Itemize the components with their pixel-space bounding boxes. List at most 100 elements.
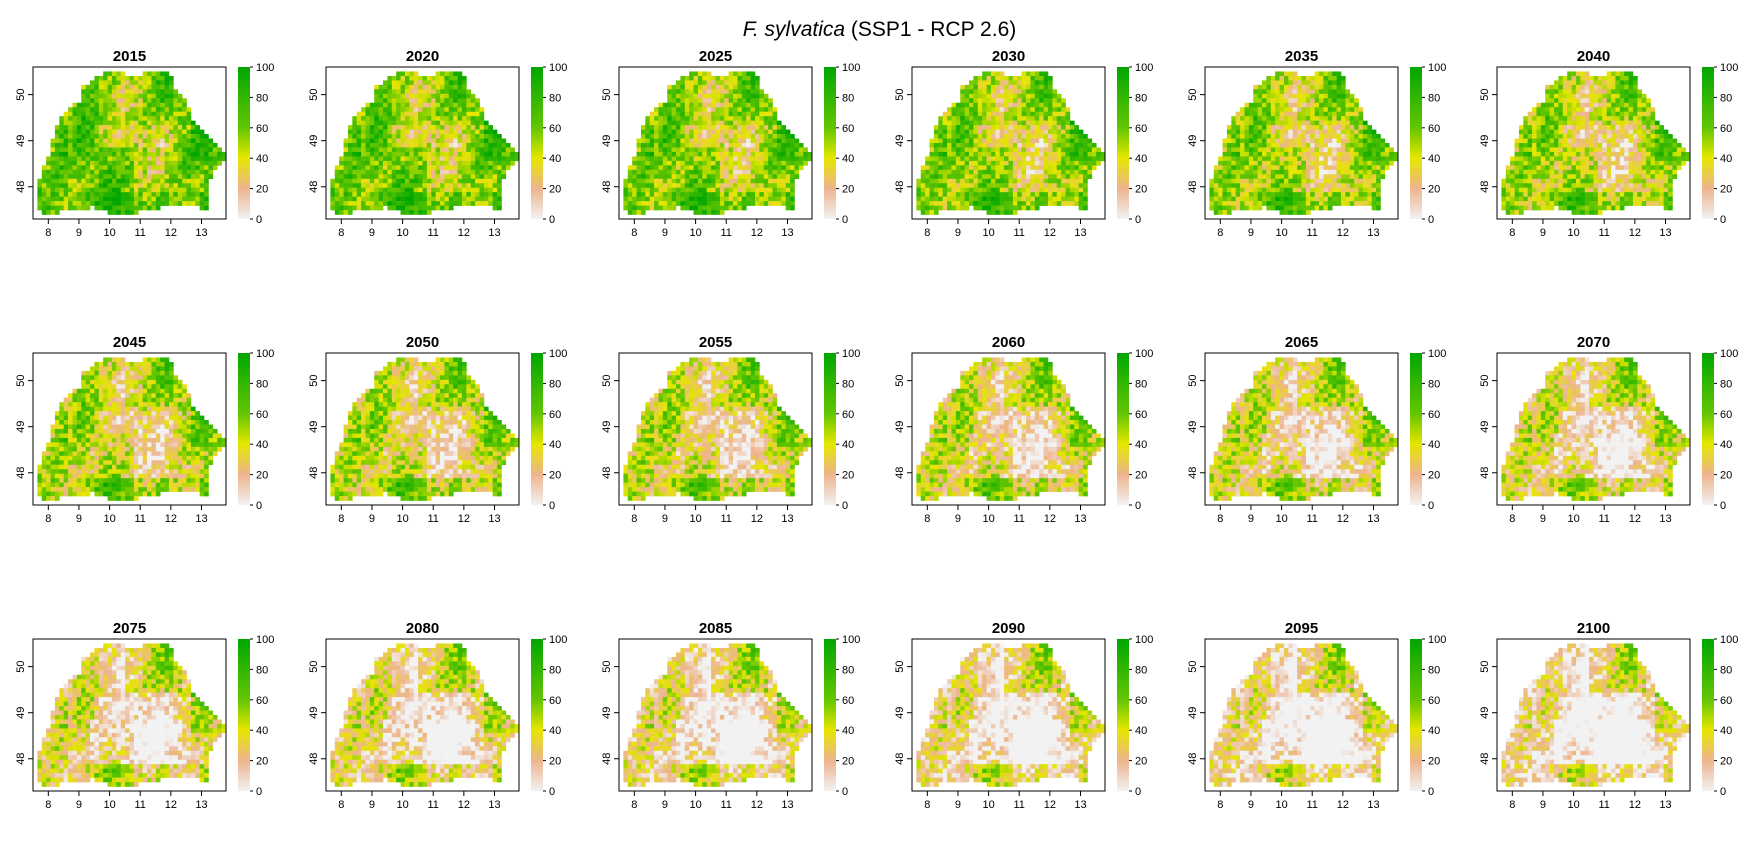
raster-cell bbox=[1017, 147, 1022, 153]
raster-cell bbox=[973, 84, 979, 90]
raster-cell bbox=[1021, 192, 1027, 197]
raster-cell bbox=[693, 75, 699, 81]
raster-cell bbox=[955, 147, 961, 153]
raster-cell bbox=[94, 89, 100, 95]
raster-cell bbox=[1310, 93, 1315, 99]
raster-cell bbox=[138, 89, 143, 95]
raster-cell bbox=[990, 89, 996, 95]
raster-cell bbox=[1017, 107, 1022, 113]
raster-cell bbox=[435, 138, 441, 144]
raster-cell bbox=[1257, 169, 1263, 175]
raster-cell bbox=[98, 80, 104, 86]
raster-cell bbox=[1244, 174, 1250, 180]
raster-cell bbox=[1065, 138, 1071, 144]
colorbar-tick-label: 0 bbox=[256, 214, 262, 226]
raster-cell bbox=[715, 75, 721, 81]
raster-cell bbox=[627, 210, 633, 215]
raster-cell bbox=[1226, 169, 1232, 175]
raster-cell bbox=[1314, 187, 1320, 193]
raster-cell bbox=[177, 129, 183, 135]
raster-cell bbox=[1012, 178, 1018, 184]
raster-cell bbox=[50, 151, 56, 157]
raster-cell bbox=[488, 143, 493, 148]
raster-cell bbox=[1034, 129, 1040, 135]
raster-cell bbox=[785, 134, 791, 139]
raster-cell bbox=[662, 187, 668, 193]
raster-cell bbox=[352, 134, 358, 139]
raster-cell bbox=[396, 156, 401, 162]
raster-cell bbox=[1288, 138, 1294, 144]
raster-cell bbox=[697, 138, 703, 144]
raster-cell bbox=[133, 116, 139, 121]
raster-cell bbox=[990, 151, 996, 157]
raster-cell bbox=[1319, 165, 1324, 171]
raster-cell bbox=[1039, 111, 1044, 117]
raster-cell bbox=[448, 174, 454, 180]
raster-cell bbox=[955, 201, 961, 206]
raster-cell bbox=[133, 192, 139, 197]
raster-cell bbox=[488, 201, 493, 206]
raster-cell bbox=[160, 147, 165, 153]
raster-cell bbox=[1305, 116, 1311, 121]
raster-cell bbox=[768, 120, 773, 126]
raster-cell bbox=[955, 107, 961, 113]
raster-cell bbox=[715, 147, 721, 153]
raster-cell bbox=[492, 151, 498, 157]
raster-cell bbox=[676, 98, 681, 104]
raster-cell bbox=[1047, 187, 1053, 193]
raster-cell bbox=[457, 201, 463, 206]
raster-cell bbox=[645, 138, 651, 144]
raster-cell bbox=[59, 134, 65, 139]
raster-cell bbox=[1332, 178, 1337, 184]
raster-cell bbox=[1004, 138, 1009, 144]
raster-cell bbox=[763, 183, 769, 189]
raster-cell bbox=[1248, 174, 1254, 180]
raster-cell bbox=[404, 89, 410, 95]
raster-cell bbox=[711, 205, 716, 211]
raster-cell bbox=[999, 120, 1005, 126]
raster-cell bbox=[1047, 147, 1053, 153]
raster-cell bbox=[422, 187, 428, 193]
raster-cell bbox=[422, 125, 428, 130]
raster-cell bbox=[1047, 143, 1053, 148]
raster-cell bbox=[492, 183, 498, 189]
raster-cell bbox=[995, 116, 1001, 121]
raster-cell bbox=[356, 196, 362, 202]
raster-cell bbox=[488, 187, 493, 193]
raster-cell bbox=[1231, 151, 1237, 157]
raster-cell bbox=[413, 116, 419, 121]
raster-cell bbox=[1314, 111, 1320, 117]
raster-cell bbox=[190, 147, 196, 153]
raster-cell bbox=[1340, 134, 1346, 139]
raster-cell bbox=[1279, 138, 1285, 144]
raster-cell bbox=[387, 120, 393, 126]
raster-cell bbox=[763, 138, 769, 144]
raster-cell bbox=[1047, 116, 1053, 121]
raster-cell bbox=[63, 174, 69, 180]
raster-cell bbox=[378, 178, 384, 184]
raster-cell bbox=[1083, 196, 1088, 202]
raster-cell bbox=[925, 201, 930, 206]
raster-cell bbox=[763, 165, 769, 171]
raster-cell bbox=[453, 75, 458, 81]
raster-cell bbox=[440, 160, 445, 166]
raster-cell bbox=[343, 201, 349, 206]
raster-cell bbox=[1030, 116, 1036, 121]
raster-cell bbox=[623, 192, 629, 197]
raster-cell bbox=[1336, 201, 1342, 206]
raster-cell bbox=[942, 196, 948, 202]
raster-cell bbox=[160, 84, 165, 90]
raster-cell bbox=[90, 174, 95, 180]
raster-cell bbox=[719, 75, 725, 81]
raster-cell bbox=[120, 138, 126, 144]
raster-cell bbox=[177, 192, 183, 197]
raster-cell bbox=[1314, 196, 1320, 202]
raster-cell bbox=[938, 116, 944, 121]
raster-cell bbox=[684, 134, 690, 139]
raster-cell bbox=[107, 156, 113, 162]
raster-cell bbox=[440, 75, 445, 81]
raster-cell bbox=[492, 138, 498, 144]
raster-cell bbox=[343, 192, 349, 197]
raster-cell bbox=[492, 192, 498, 197]
raster-cell bbox=[383, 143, 388, 148]
